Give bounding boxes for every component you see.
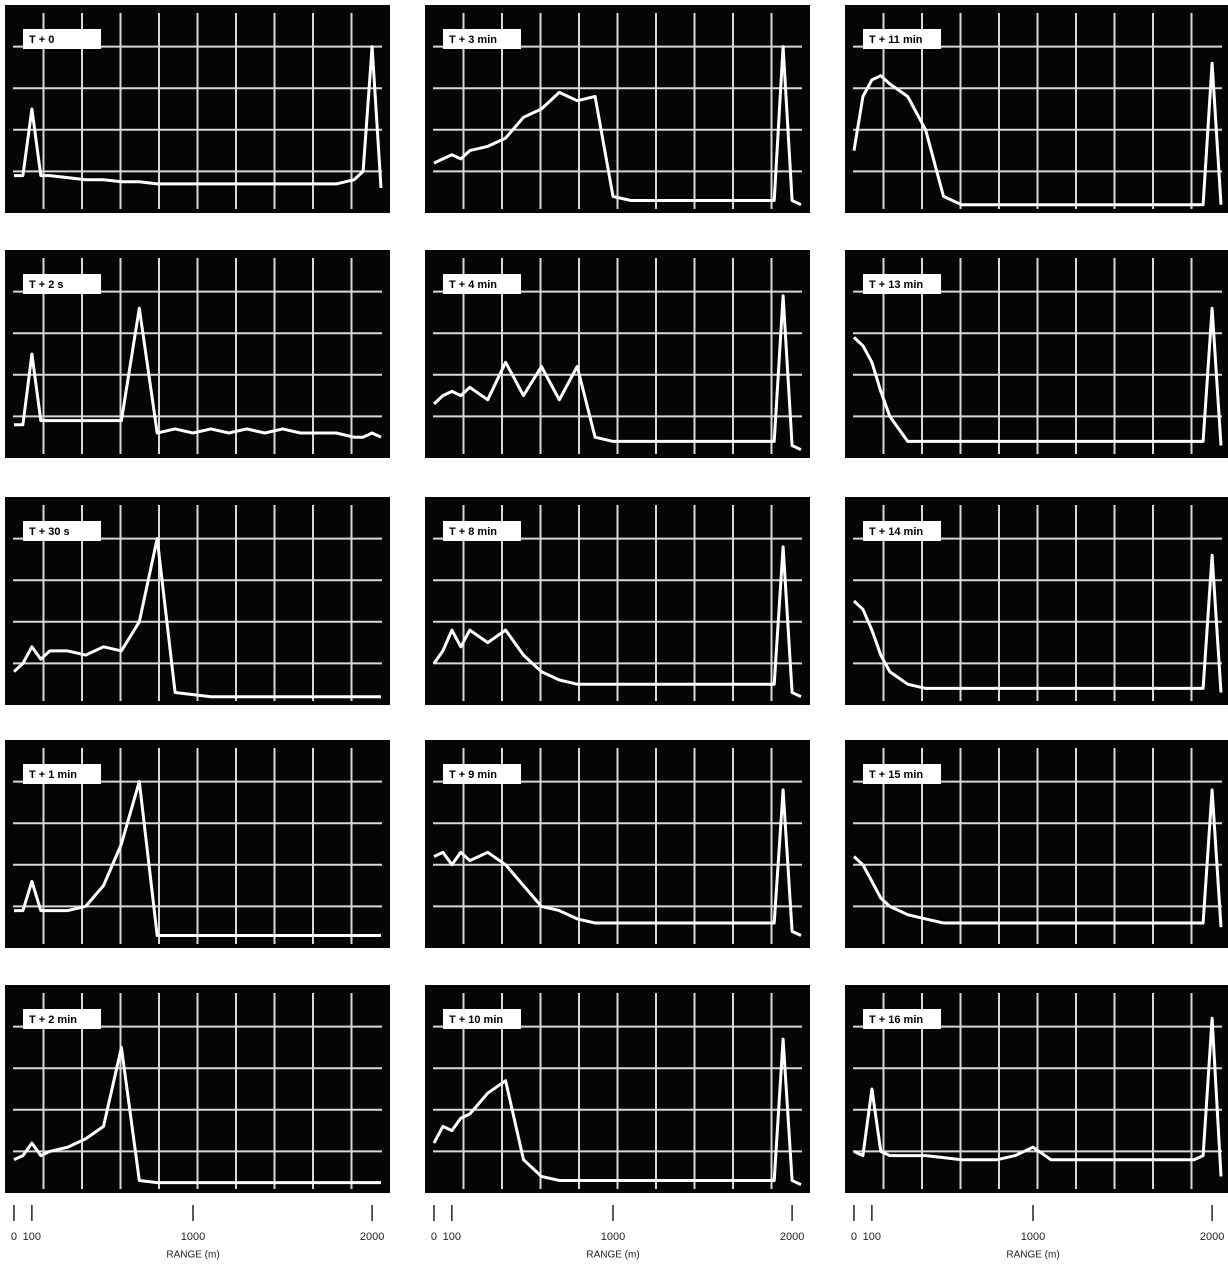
panel-title: T + 8 min (449, 526, 497, 538)
trace (432, 1037, 802, 1187)
panel-title: T + 1 min (29, 769, 77, 781)
x-tick-label: 0 (851, 1231, 857, 1243)
x-tick-label: 100 (443, 1231, 461, 1243)
x-axis-label: RANGE (m) (586, 1250, 639, 1261)
panel-title: T + 11 min (869, 34, 923, 46)
trace (433, 45, 802, 207)
x-axis-label: RANGE (m) (1006, 1250, 1059, 1261)
label-box (863, 521, 941, 541)
label-box (23, 1009, 101, 1029)
x-tick-label: 2000 (360, 1231, 384, 1243)
x-tick-label: 0 (431, 1231, 437, 1243)
x-tick-label: 1000 (181, 1231, 205, 1243)
panel-title: T + 0 (29, 34, 54, 46)
trace (14, 780, 381, 937)
label-box (443, 764, 521, 784)
trace (852, 306, 1223, 446)
trace (852, 61, 1223, 207)
label-box (863, 764, 941, 784)
panel-title: T + 30 s (29, 526, 70, 538)
label-box (23, 764, 101, 784)
panel-title: T + 14 min (869, 526, 923, 538)
x-tick-label: 1000 (601, 1231, 625, 1243)
x-axis-label: RANGE (m) (166, 1250, 219, 1261)
trace (14, 306, 382, 439)
panel-title: T + 3 min (449, 34, 497, 46)
label-box (443, 521, 521, 541)
label-box (863, 1009, 941, 1029)
panel-title: T + 2 min (29, 1014, 77, 1026)
label-box (863, 274, 941, 294)
trace (12, 537, 381, 699)
x-tick-label: 2000 (780, 1231, 804, 1243)
trace (853, 1016, 1223, 1177)
label-box (23, 521, 101, 541)
x-tick-label: 100 (863, 1231, 881, 1243)
trace (13, 1045, 381, 1185)
panel-title: T + 2 s (29, 279, 64, 291)
label-box (443, 274, 521, 294)
trace (14, 45, 383, 189)
trace (852, 553, 1223, 693)
x-tick-label: 1000 (1021, 1231, 1045, 1243)
label-box (863, 29, 941, 49)
trace (433, 788, 802, 937)
panel-title: T + 13 min (869, 279, 923, 291)
panel-title: T + 10 min (449, 1014, 503, 1026)
panel-title: T + 16 min (869, 1014, 923, 1026)
x-tick-label: 2000 (1200, 1231, 1224, 1243)
label-box (23, 29, 101, 49)
panel-title: T + 15 min (869, 769, 923, 781)
x-tick-label: 100 (23, 1231, 41, 1243)
label-box (443, 1009, 521, 1029)
label-box (23, 274, 101, 294)
trace (432, 545, 802, 699)
panel-title: T + 4 min (449, 279, 497, 291)
panel-title: T + 9 min (449, 769, 497, 781)
label-box (443, 29, 521, 49)
trace (432, 294, 802, 452)
trace (852, 788, 1223, 928)
x-tick-label: 0 (11, 1231, 17, 1243)
